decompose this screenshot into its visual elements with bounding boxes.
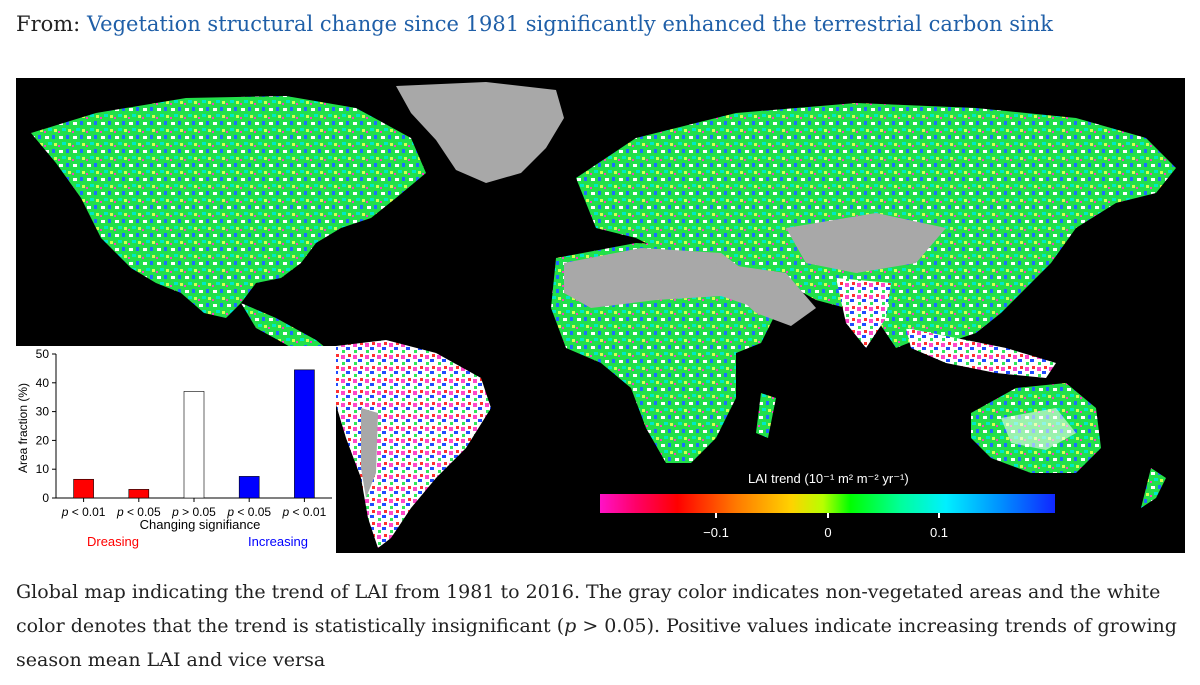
y-tick-label: 30: [36, 405, 50, 419]
y-tick-label: 50: [36, 347, 50, 361]
bar: [294, 369, 315, 499]
caption-text-end: > 0.05). Positive values indicate increa…: [16, 615, 1177, 671]
from-prefix: From:: [16, 12, 81, 36]
greenland-shape: [396, 82, 564, 183]
india-shape: [836, 278, 891, 348]
article-title-link[interactable]: Vegetation structural change since 1981 …: [86, 12, 1053, 36]
new-zealand-shape: [1141, 468, 1166, 508]
arabia-shape: [716, 263, 816, 326]
bar: [73, 478, 94, 499]
lai-trend-colorbar: [600, 494, 1055, 513]
south-america-shape: [334, 340, 491, 548]
colorbar-tick-label: −0.1: [703, 525, 729, 540]
y-tick-label: 0: [42, 491, 49, 505]
x-tick-label: p < 0.01: [61, 505, 106, 519]
lai-trend-figure: Area fraction (%) 0 10 20 30 40 50 p < 0.01 p …: [16, 78, 1185, 553]
colorbar-tick-label: 0.1: [929, 525, 949, 540]
world-map: [31, 82, 1176, 548]
central-asia-desert-shape: [786, 213, 946, 273]
decreasing-group-label: Dreasing: [87, 534, 139, 549]
colorbar-tick: [715, 513, 717, 518]
x-tick-label: p < 0.01: [282, 505, 327, 519]
area-fraction-bar-chart: Area fraction (%) 0 10 20 30 40 50 p < 0.01 p …: [16, 346, 336, 553]
madagascar-shape: [756, 393, 776, 438]
y-axis-label: Area fraction (%): [16, 383, 30, 473]
x-tick-label: p > 0.05: [171, 505, 216, 519]
caption-p-symbol: p: [564, 615, 577, 637]
x-tick-label: p < 0.05: [226, 505, 271, 519]
australia-interior-shape: [1001, 408, 1076, 450]
atacama-shape: [361, 408, 378, 498]
y-tick-label: 40: [36, 376, 50, 390]
increasing-group-label: Increasing: [248, 534, 308, 549]
north-america-shape: [31, 96, 426, 318]
y-tick-label: 10: [36, 462, 50, 476]
bar: [238, 476, 260, 499]
y-tick-label: 20: [36, 433, 50, 447]
x-axis-tick-labels: p < 0.01 p < 0.05 p > 0.05 p < 0.05 p < 0.01: [61, 498, 327, 519]
colorbar-tick-label: 0: [824, 525, 832, 540]
caption-text-start: Global map indicating the trend of LAI f…: [16, 581, 1161, 637]
figure-source-line: From: Vegetation structural change since…: [16, 12, 1053, 36]
colorbar-tick: [938, 513, 940, 518]
figure-caption: Global map indicating the trend of LAI f…: [16, 575, 1184, 677]
y-axis-ticks: 0 10 20 30 40 50: [36, 347, 56, 505]
bar: [183, 391, 205, 499]
bars-group: [73, 369, 315, 499]
colorbar-title: LAI trend (10⁻¹ m² m⁻² yr⁻¹): [748, 471, 909, 486]
southeast-asia-islands-shape: [906, 328, 1056, 378]
colorbar-tick: [827, 513, 829, 518]
x-tick-label: p < 0.05: [116, 505, 161, 519]
bar: [128, 489, 150, 499]
x-axis-label: Changing signifiance: [140, 517, 261, 532]
